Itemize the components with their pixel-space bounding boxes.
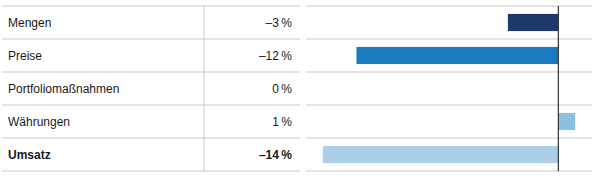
category-label: Mengen — [8, 16, 51, 30]
category-label: Preise — [8, 49, 42, 63]
bar — [356, 47, 558, 64]
category-label: Portfoliomaßnahmen — [8, 82, 119, 96]
row-separator — [2, 138, 300, 139]
value-label: –12 % — [259, 49, 292, 63]
bar — [558, 113, 575, 130]
value-label: 0 % — [272, 82, 292, 96]
bars — [323, 14, 575, 163]
row-separator — [306, 6, 592, 7]
row-separator — [2, 72, 300, 73]
row-separator — [306, 105, 592, 106]
chart-svg: Mengen –3 % Preise –12 % Portfoliomaßnahmen 0… — [0, 0, 600, 177]
value-label: –14 % — [259, 148, 292, 162]
bar — [323, 146, 559, 163]
chart-container: Mengen –3 % Preise –12 % Portfoliomaßnahmen 0… — [0, 0, 600, 177]
zero-line — [558, 6, 559, 171]
row-separator — [306, 171, 592, 172]
row-separator — [306, 138, 592, 139]
value-label: 1 % — [272, 115, 292, 129]
row-separator — [2, 6, 300, 7]
row-separator — [306, 39, 592, 40]
row-separator — [306, 72, 592, 73]
category-label: Umsatz — [8, 148, 51, 162]
row-separator — [2, 105, 300, 106]
value-label: –3 % — [266, 16, 293, 30]
column-divider — [204, 6, 205, 171]
row-separator — [2, 39, 300, 40]
bar — [508, 14, 558, 31]
category-label: Währungen — [8, 115, 70, 129]
row-separator — [2, 171, 300, 172]
